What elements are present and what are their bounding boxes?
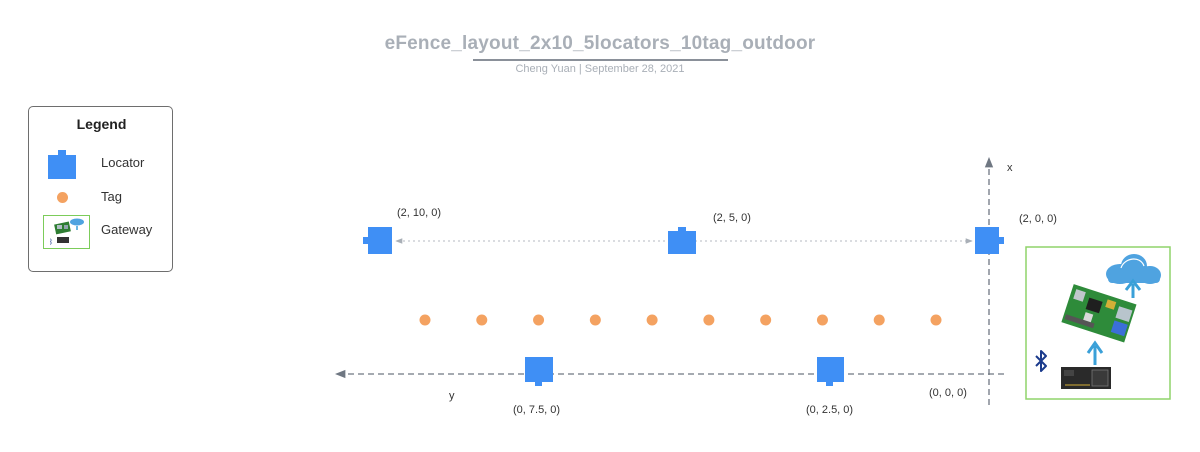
tag-icon (646, 314, 658, 326)
legend-label-locator: Locator (101, 155, 145, 170)
locator-coord: (2, 10, 0) (397, 207, 442, 219)
x-axis-label: x (1007, 162, 1013, 174)
legend-label-tag: Tag (101, 189, 122, 204)
locator-icon (363, 227, 392, 254)
locator-icon (668, 227, 696, 254)
origin-coord: (0, 0, 0) (929, 387, 967, 399)
raspberry-pi-board (1061, 284, 1137, 343)
tag-icon (816, 314, 828, 326)
locator-icon-nub (58, 150, 66, 156)
tag-icon (419, 314, 431, 326)
locator-coord: (2, 5, 0) (713, 212, 751, 224)
legend-label-gateway: Gateway (101, 222, 153, 237)
y-axis-label: y (449, 390, 455, 402)
tag-icon (930, 314, 942, 326)
legend-box: Legend Locator Tag ᛒ Gateway (28, 106, 173, 272)
diagram-subtitle: Cheng Yuan | September 28, 2021 (515, 63, 685, 75)
locator-icon (817, 357, 844, 386)
tag-icon (476, 314, 488, 326)
bluetooth-module (1061, 367, 1111, 389)
locator-icon (48, 155, 76, 179)
gateway-icon: ᛒ (43, 215, 90, 249)
locator-coord: (2, 0, 0) (1019, 213, 1057, 225)
tag-icon (873, 314, 885, 326)
title-underline (473, 59, 728, 61)
bluetooth-icon (1035, 350, 1047, 372)
locator-icon (525, 357, 553, 386)
upload-arrow-icon (1086, 340, 1104, 365)
gateway-icon (1025, 246, 1171, 400)
legend-title: Legend (76, 116, 127, 132)
locator-icon (975, 227, 1004, 254)
tag-icon (703, 314, 715, 326)
tag-icon (589, 314, 601, 326)
diagram-title: eFence_layout_2x10_5locators_10tag_outdo… (384, 33, 816, 54)
tag-icon (533, 314, 545, 326)
svg-text:ᛒ: ᛒ (49, 238, 53, 246)
tag-icon (57, 192, 68, 203)
locator-coord: (0, 2.5, 0) (806, 404, 854, 416)
tag-row (419, 314, 942, 326)
locator-coord: (0, 7.5, 0) (513, 404, 561, 416)
tag-icon (760, 314, 772, 326)
upload-arrow-icon (1124, 278, 1142, 298)
cloud-icon (1106, 254, 1161, 284)
